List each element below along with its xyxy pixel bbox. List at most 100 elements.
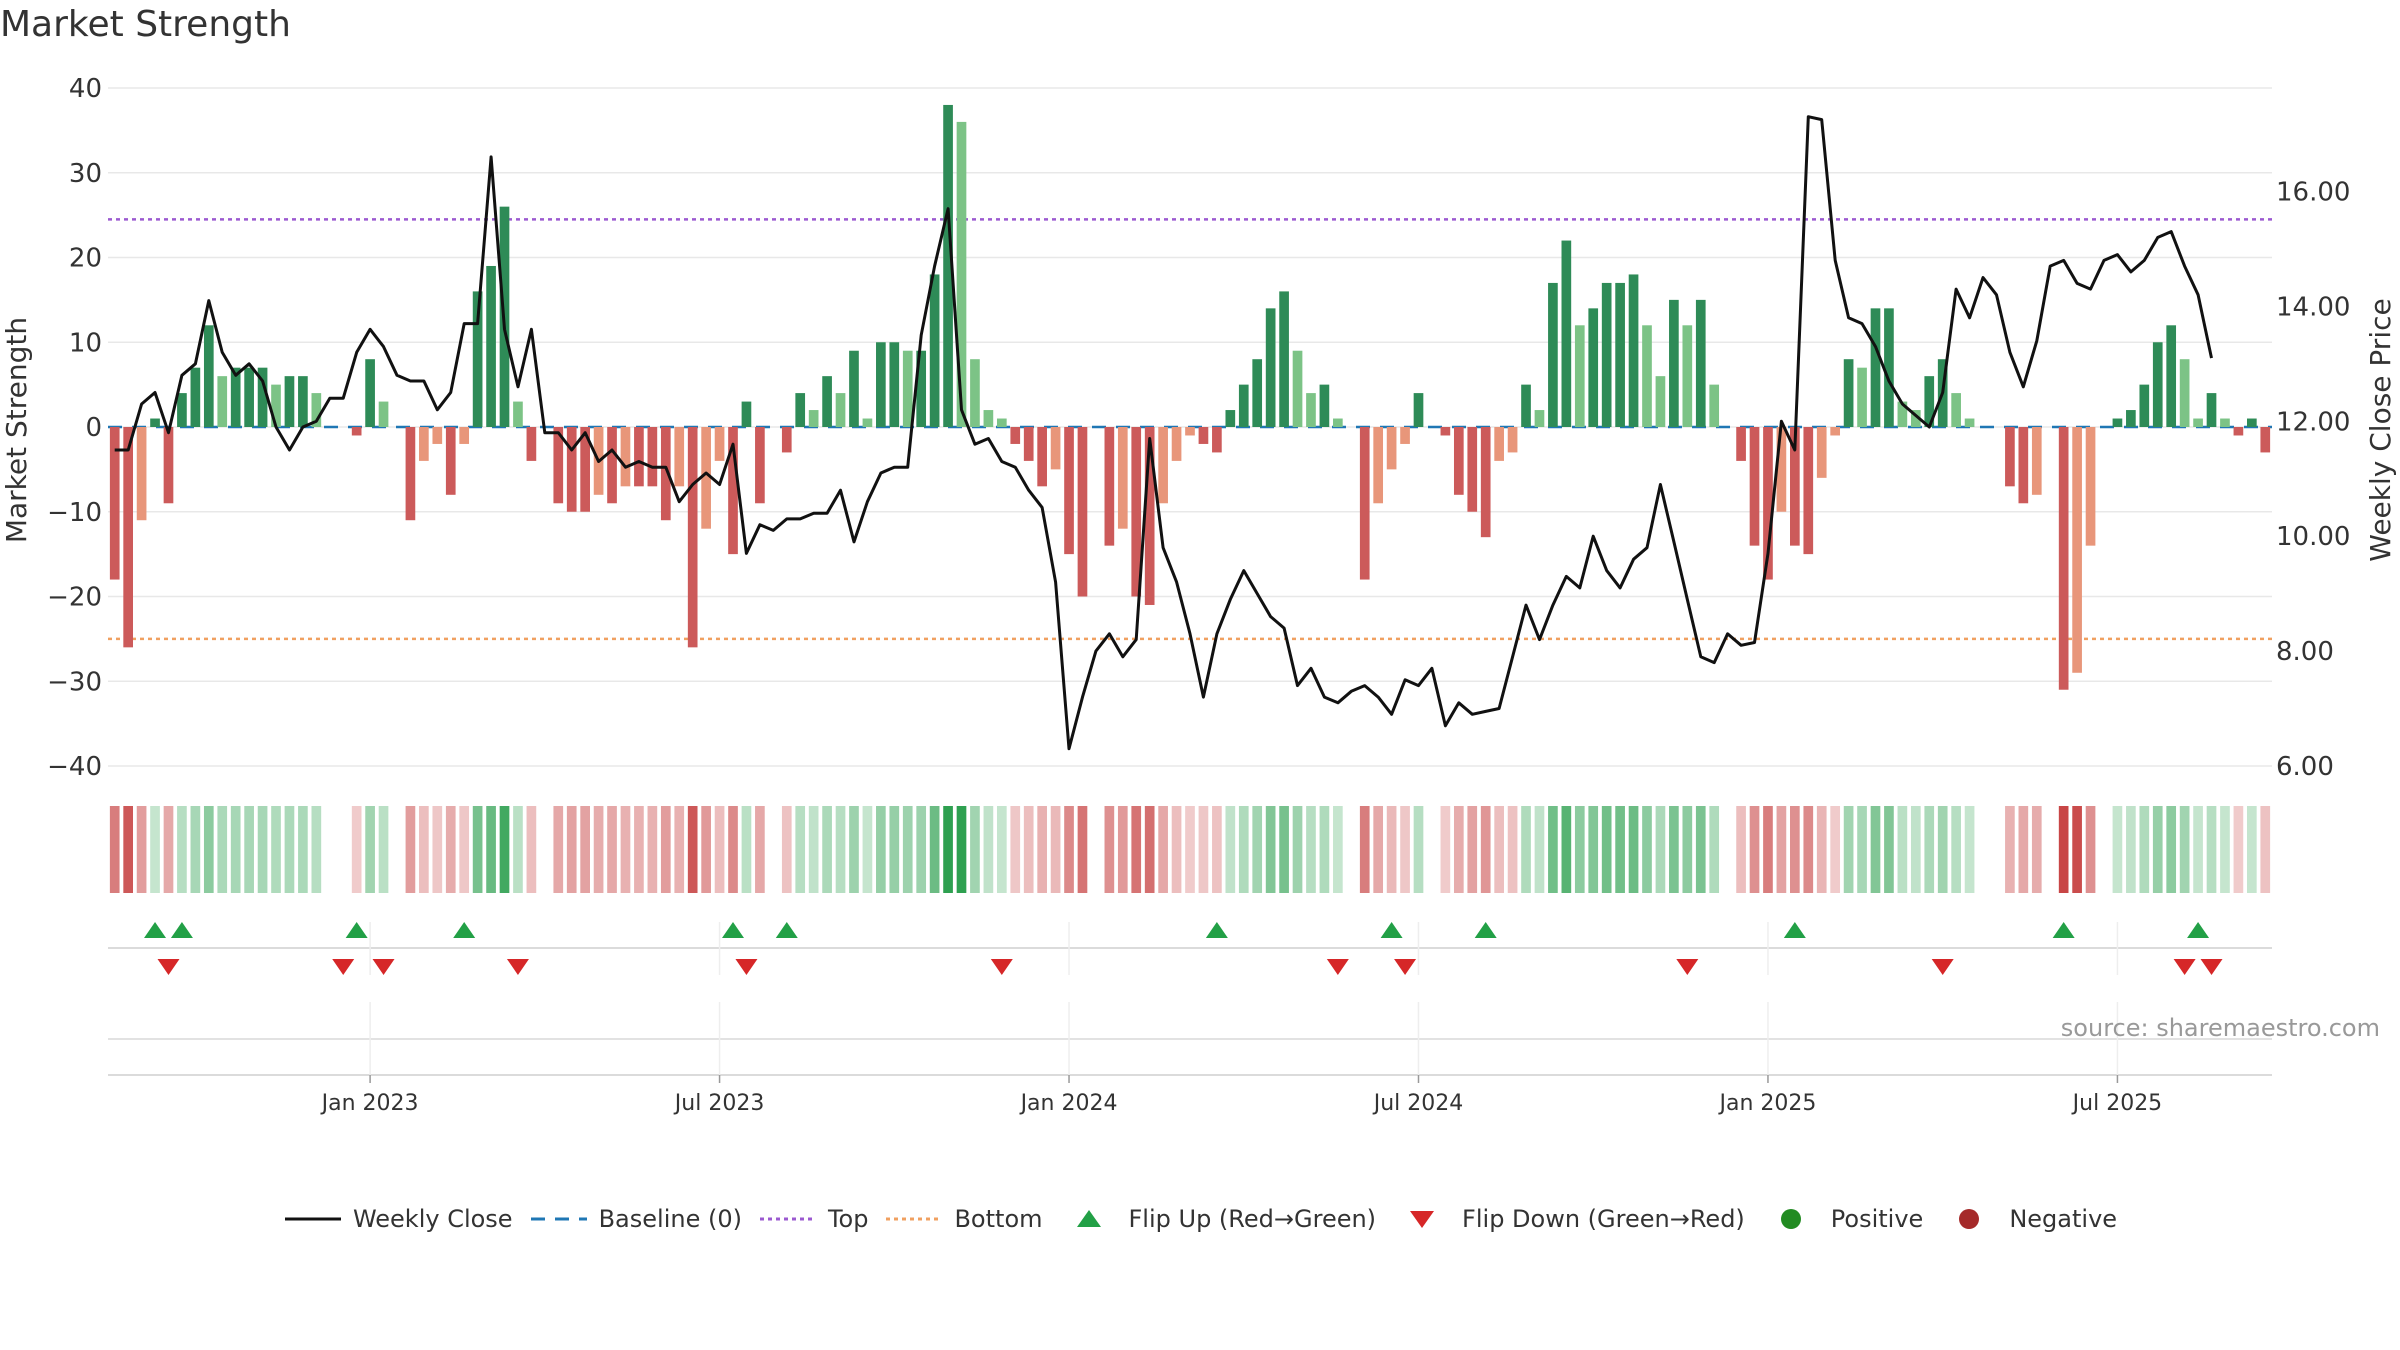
regime-cell	[2072, 806, 2082, 893]
legend-item-flip-down[interactable]: Flip Down (Green→Red)	[1392, 1205, 1745, 1233]
left-tick-label: 0	[85, 413, 102, 443]
strength-bar	[701, 427, 711, 529]
strength-bar	[1158, 427, 1168, 504]
right-tick-label: 14.00	[2276, 292, 2350, 322]
strength-bar	[2085, 427, 2096, 546]
strength-bar	[1037, 427, 1047, 487]
strength-bar	[1574, 325, 1585, 427]
regime-cell	[956, 806, 967, 893]
regime-cell	[472, 806, 483, 893]
flip-up-marker	[170, 922, 193, 938]
regime-cell	[1870, 806, 1881, 893]
legend-item-baseline[interactable]: Baseline (0)	[529, 1205, 742, 1233]
strength-bar	[1292, 350, 1303, 427]
strength-bar	[902, 350, 913, 427]
strength-bar	[1050, 427, 1061, 470]
weekly-close-series	[114, 115, 2213, 751]
regime-cell	[1185, 806, 1195, 893]
legend-label: Negative	[2009, 1205, 2118, 1233]
strength-bar	[2246, 418, 2257, 427]
strength-bar	[136, 427, 147, 521]
regime-cell	[996, 806, 1007, 893]
strength-bar	[445, 427, 456, 495]
x-tick-label: Jan 2025	[1718, 1091, 1817, 1116]
regime-cell	[714, 806, 725, 893]
strength-bar	[607, 427, 617, 504]
legend-item-flip-up[interactable]: Flip Up (Red→Green)	[1059, 1205, 1377, 1233]
strength-bar	[1843, 359, 1854, 427]
regime-cell	[365, 806, 375, 893]
strength-bar	[2018, 427, 2029, 504]
legend-item-negative[interactable]: Negative	[1939, 1205, 2117, 1233]
regime-cell	[566, 806, 577, 893]
regime-cell	[1669, 806, 1679, 893]
strength-bar	[1238, 384, 1249, 427]
regime-cell	[419, 806, 429, 893]
regime-cell	[1803, 806, 1814, 893]
strength-bar	[553, 427, 564, 504]
right-tick-label: 16.00	[2276, 177, 2350, 207]
strength-bar	[1816, 427, 1827, 478]
strength-bar	[2058, 427, 2069, 690]
strength-bar	[943, 104, 953, 427]
regime-cell	[1077, 806, 1088, 893]
strength-bar	[1440, 427, 1451, 436]
regime-cell	[660, 806, 671, 893]
chart-title: Market Strength	[0, 4, 291, 45]
regime-cell	[526, 806, 537, 893]
regime-cell	[2220, 806, 2230, 893]
strength-bar	[634, 427, 644, 487]
legend-item-bottom[interactable]: Bottom	[884, 1205, 1043, 1233]
axis-ticks: 40 30 20 10 0 −10 −20 −30 −40 16.00 14.00 12.00 10.0…	[47, 74, 2350, 782]
regime-cell	[1440, 806, 1451, 893]
strength-bar	[230, 367, 241, 427]
regime-cell	[674, 806, 685, 893]
strength-bar	[432, 427, 443, 444]
flip-up-marker	[2052, 922, 2075, 938]
regime-cell	[1023, 806, 1034, 893]
legend-label: Baseline (0)	[598, 1205, 742, 1233]
strength-bar	[405, 427, 416, 521]
regime-cell	[163, 806, 174, 893]
left-tick-label: 20	[69, 244, 102, 274]
regime-cell	[1628, 806, 1639, 893]
regime-cell	[2085, 806, 2096, 893]
legend-item-weekly-close[interactable]: Weekly Close	[283, 1205, 513, 1233]
regime-cell	[257, 806, 268, 893]
regime-cell	[1333, 806, 1343, 893]
regime-cell	[1548, 806, 1558, 893]
regime-cell	[889, 806, 900, 893]
strength-bar	[459, 427, 470, 444]
strength-bar	[1655, 376, 1666, 427]
regime-cell	[1292, 806, 1303, 893]
regime-cell	[1924, 806, 1935, 893]
regime-cell	[177, 806, 187, 893]
regime-cell	[1319, 806, 1330, 893]
strength-bar	[1480, 427, 1491, 538]
strength-bar	[244, 367, 254, 427]
legend-item-top[interactable]: Top	[758, 1205, 868, 1233]
legend-label: Flip Up (Red→Green)	[1128, 1205, 1377, 1233]
strength-bar	[1884, 308, 1894, 427]
regime-cell	[1373, 806, 1384, 893]
regime-cell	[1574, 806, 1585, 893]
line-solid-icon	[284, 1217, 341, 1221]
strength-bar	[177, 393, 187, 427]
regime-cell	[499, 806, 510, 893]
regime-cell	[1910, 806, 1921, 893]
regime-cell	[1776, 806, 1787, 893]
regime-cell	[2018, 806, 2029, 893]
regime-cell	[432, 806, 443, 893]
strength-bar	[714, 427, 725, 461]
regime-cell	[1010, 806, 1021, 893]
regime-cell	[781, 806, 792, 893]
strength-bar	[365, 359, 375, 427]
legend-item-positive[interactable]: Positive	[1761, 1205, 1923, 1233]
left-axis-label: Market Strength	[0, 317, 33, 543]
strength-bar	[378, 401, 389, 427]
flip-up-marker	[722, 922, 745, 938]
regime-cell	[1131, 806, 1142, 893]
regime-cell	[2246, 806, 2257, 893]
regime-strip	[109, 806, 2271, 893]
strength-bar	[1010, 427, 1021, 444]
